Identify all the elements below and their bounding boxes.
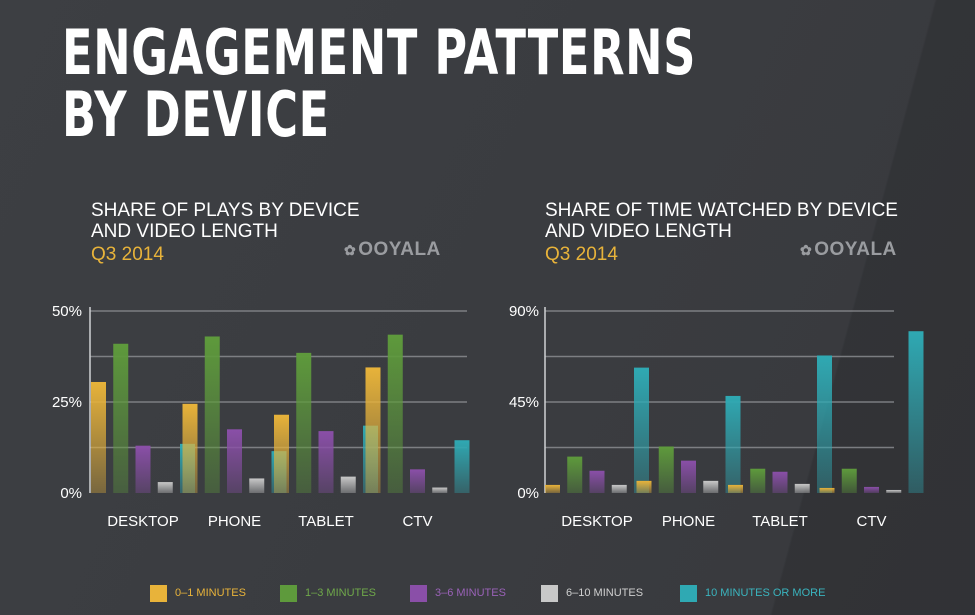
legend-item: 6–10 MINUTES (541, 585, 643, 602)
bar-desktop-series-3 (611, 484, 627, 493)
legend-swatch (680, 585, 697, 602)
y-tick-label: 25% (52, 394, 82, 411)
chart1-subtitle: Q3 2014 (91, 244, 164, 265)
chart2-title-line2: AND VIDEO LENGTH (545, 221, 732, 242)
bar-desktop-series-2 (135, 445, 151, 493)
bar-tablet-series-3 (794, 483, 810, 493)
bar-desktop-series-1 (567, 456, 583, 493)
x-category-label: TABLET (752, 513, 808, 530)
bar-ctv-series-4 (908, 331, 924, 493)
ooyala-logo-icon: ✿ (800, 242, 813, 258)
bar-ctv-series-2 (864, 486, 879, 493)
y-tick-label: 0% (60, 485, 82, 502)
bar-tablet-series-0 (274, 414, 289, 493)
chart-1: 0% 25% 50% DESKTOP PHONE TABLET CTV (52, 303, 470, 530)
bar-ctv-series-2 (410, 469, 425, 493)
bar-ctv-series-0 (365, 367, 381, 493)
chart2-header: SHARE OF TIME WATCHED BY DEVICE AND VIDE… (545, 200, 898, 265)
bar-ctv-series-3 (432, 487, 448, 493)
legend-label: 0–1 MINUTES (175, 587, 246, 599)
legend-swatch (280, 585, 297, 602)
bar-tablet-series-2 (318, 431, 334, 493)
legend-swatch (410, 585, 427, 602)
bar-ctv-series-1 (841, 468, 857, 493)
page-title-line2: BY DEVICE (62, 78, 330, 151)
legend-item: 0–1 MINUTES (150, 585, 246, 602)
bar-ctv-series-1 (387, 334, 403, 493)
legend-item: 10 MINUTES OR MORE (680, 585, 825, 602)
legend-swatch (541, 585, 558, 602)
bar-phone-series-2 (681, 460, 696, 493)
bar-phone-series-3 (703, 480, 719, 493)
bar-ctv-series-0 (819, 487, 835, 493)
y-tick-label: 0% (517, 485, 539, 502)
bar-tablet-series-0 (728, 484, 743, 493)
chart2-title-line1: SHARE OF TIME WATCHED BY DEVICE (545, 200, 898, 221)
x-category-label: DESKTOP (107, 513, 178, 530)
x-category-label: PHONE (662, 513, 715, 530)
bar-desktop-series-1 (113, 343, 129, 493)
legend-label: 10 MINUTES OR MORE (705, 587, 826, 599)
bar-phone-series-0 (636, 480, 652, 493)
chart1-logo: ✿ OOYALA (344, 239, 441, 261)
legend-swatch (150, 585, 167, 602)
bar-ctv-series-4 (454, 440, 470, 493)
chart1-header: SHARE OF PLAYS BY DEVICE AND VIDEO LENGT… (91, 200, 360, 265)
bar-desktop-series-2 (589, 470, 605, 493)
bar-tablet-series-3 (340, 476, 356, 493)
bar-desktop-series-4 (634, 367, 649, 493)
chart1-title-line1: SHARE OF PLAYS BY DEVICE (91, 200, 360, 221)
x-category-label: TABLET (298, 513, 354, 530)
chart2-logo: ✿ OOYALA (800, 239, 897, 261)
bar-phone-series-1 (204, 336, 220, 493)
legend-label: 1–3 MINUTES (305, 587, 376, 599)
page-title-line1: ENGAGEMENT PATTERNS (62, 16, 697, 89)
bar-desktop-series-0 (545, 484, 560, 493)
chart2-subtitle: Q3 2014 (545, 244, 618, 265)
x-category-label: CTV (857, 513, 887, 530)
y-tick-label: 50% (52, 303, 82, 320)
bar-phone-series-4 (725, 395, 741, 493)
bar-phone-series-2 (227, 429, 242, 493)
y-tick-label: 45% (509, 394, 539, 411)
x-category-label: PHONE (208, 513, 261, 530)
y-tick-label: 90% (509, 303, 539, 320)
x-category-label: CTV (403, 513, 433, 530)
bar-tablet-series-1 (750, 468, 766, 493)
bar-phone-series-0 (182, 403, 198, 493)
bar-tablet-series-1 (296, 352, 312, 493)
legend-label: 6–10 MINUTES (566, 587, 644, 599)
legend: 0–1 MINUTES 1–3 MINUTES 3–6 MINUTES 6–10 MI… (0, 585, 975, 609)
bar-desktop-series-3 (157, 482, 173, 493)
chart1-logo-text: OOYALA (358, 239, 441, 260)
bar-desktop-series-0 (91, 381, 106, 493)
bar-tablet-series-2 (772, 471, 788, 493)
legend-item: 1–3 MINUTES (280, 585, 376, 602)
bar-ctv-series-3 (886, 489, 902, 493)
legend-item: 3–6 MINUTES (410, 585, 506, 602)
bar-phone-series-1 (658, 446, 674, 493)
bar-phone-series-3 (249, 478, 265, 493)
page-title: ENGAGEMENT PATTERNS BY DEVICE (62, 22, 696, 146)
chart2-logo-text: OOYALA (814, 239, 897, 260)
bar-tablet-series-4 (817, 355, 832, 493)
legend-label: 3–6 MINUTES (435, 587, 506, 599)
chart1-title-line2: AND VIDEO LENGTH (91, 221, 278, 242)
ooyala-logo-icon: ✿ (344, 242, 357, 258)
chart-2: 0% 45% 90% DESKTOP PHONE TABLET CTV (509, 303, 924, 530)
x-category-label: DESKTOP (561, 513, 632, 530)
